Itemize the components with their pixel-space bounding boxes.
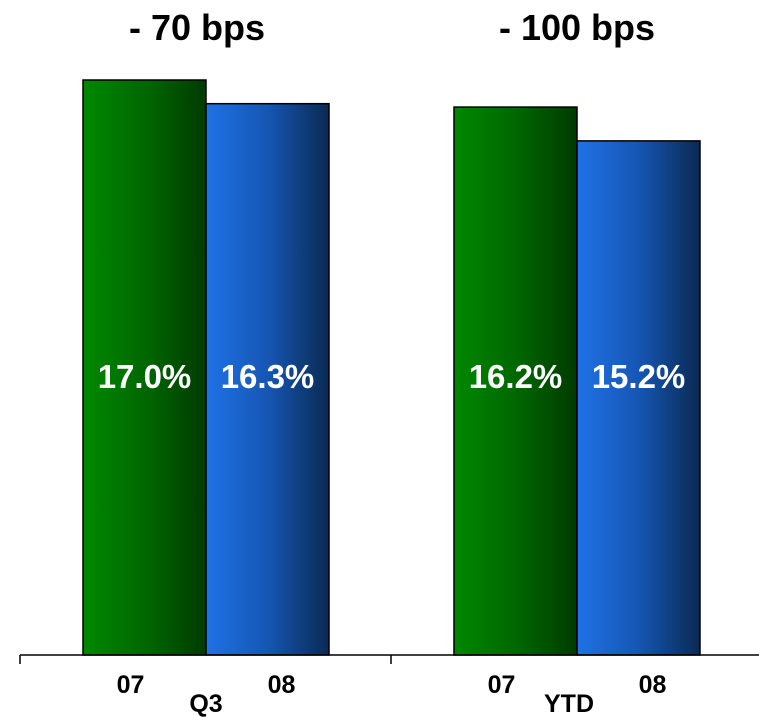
data-label-q3-07: 17.0% (98, 358, 192, 395)
data-label-ytd-07: 16.2% (469, 358, 563, 395)
data-label-ytd-08: 15.2% (592, 358, 686, 395)
group-label-q3: Q3 (189, 690, 222, 717)
tick-label-q3-08: 08 (268, 671, 296, 699)
bar-ytd-07 (453, 106, 578, 656)
bar-q3-07 (82, 79, 207, 656)
bar-ytd-08 (576, 140, 701, 656)
tick-label-ytd-08: 08 (639, 671, 667, 699)
bar-q3-08 (205, 102, 330, 656)
data-label-q3-08: 16.3% (221, 358, 315, 395)
tick-label-ytd-07: 07 (488, 671, 516, 699)
group-label-ytd: YTD (544, 690, 594, 717)
change-label-q3: - 70 bps (129, 7, 265, 48)
change-label-ytd: - 100 bps (499, 7, 655, 48)
tick-label-q3-07: 07 (117, 671, 145, 699)
